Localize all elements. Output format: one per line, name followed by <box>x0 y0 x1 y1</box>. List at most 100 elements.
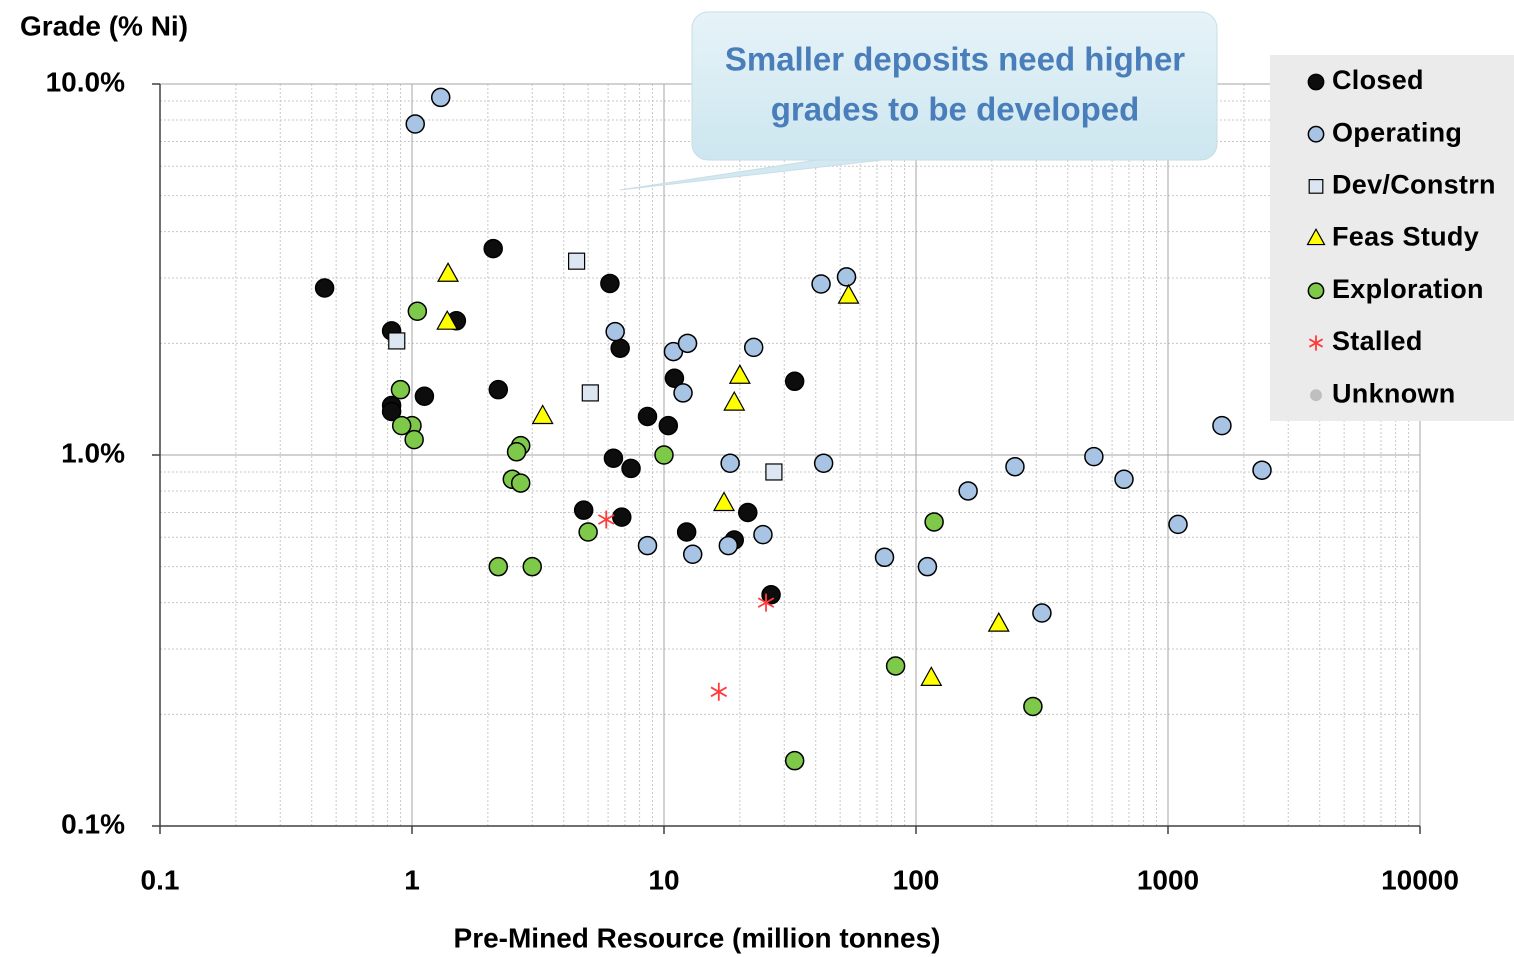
point <box>920 666 943 686</box>
y-axis-title: Grade (% Ni) <box>20 10 188 41</box>
legend-marker <box>1310 389 1322 402</box>
x-tick-label: 1000 <box>1137 864 1199 895</box>
callout-text: grades to be developed <box>771 91 1140 128</box>
point <box>610 338 630 358</box>
point <box>784 371 805 392</box>
callout: Smaller deposits need higher grades to b… <box>619 11 1218 191</box>
point <box>1168 514 1188 535</box>
point <box>407 301 428 322</box>
point <box>718 535 739 556</box>
point <box>531 404 554 425</box>
legend-marker <box>1307 282 1325 300</box>
point <box>436 309 459 330</box>
point <box>437 262 460 282</box>
point <box>658 415 679 436</box>
point <box>1212 415 1232 436</box>
point <box>568 252 586 270</box>
point <box>664 368 685 389</box>
point <box>728 364 751 384</box>
x-tick-label: 0.1 <box>141 864 180 895</box>
point <box>578 522 598 542</box>
point <box>506 442 527 462</box>
point <box>603 448 624 469</box>
grid: 0.1 1 10 100 1000 10000 10.0% 1.0% 0.1% <box>46 66 1459 895</box>
point <box>600 273 620 294</box>
point <box>837 283 860 304</box>
legend-label: Exploration <box>1332 274 1484 304</box>
point <box>813 453 834 474</box>
point <box>885 656 906 676</box>
point <box>712 491 736 512</box>
point <box>1005 456 1025 477</box>
point <box>743 337 764 358</box>
point <box>314 278 335 298</box>
legend-marker <box>1306 228 1326 246</box>
point <box>836 267 857 287</box>
callout-text: Smaller deposits need higher <box>725 41 1185 78</box>
point <box>404 429 424 450</box>
point <box>924 512 944 532</box>
point <box>488 556 509 577</box>
x-tick-label: 10000 <box>1381 864 1459 895</box>
point <box>677 333 698 354</box>
point <box>598 510 615 529</box>
point <box>757 593 775 612</box>
point <box>414 386 435 406</box>
point <box>753 524 773 545</box>
point <box>522 556 542 577</box>
point <box>784 750 805 771</box>
point <box>987 611 1010 632</box>
point <box>1114 469 1134 490</box>
point <box>1023 696 1043 717</box>
point <box>682 544 703 565</box>
point <box>637 535 658 556</box>
x-axis-title: Pre-Mined Resource (million tonnes) <box>454 922 941 953</box>
x-tick-label: 100 <box>893 864 940 895</box>
point <box>811 274 831 294</box>
point <box>637 406 658 427</box>
point <box>958 481 978 501</box>
legend-label: Stalled <box>1332 326 1423 356</box>
point <box>765 463 783 481</box>
point <box>405 114 425 134</box>
legend-label: Operating <box>1332 117 1462 147</box>
point <box>605 321 625 342</box>
callout-tail <box>619 157 901 191</box>
point <box>621 458 641 479</box>
legend-marker <box>1307 125 1325 143</box>
point <box>581 384 599 402</box>
point <box>612 507 632 527</box>
point <box>573 500 594 520</box>
point <box>1252 460 1272 480</box>
legend-marker <box>1307 73 1325 91</box>
legend-marker <box>1308 335 1324 351</box>
y-tick-label: 1.0% <box>61 437 125 468</box>
point <box>738 502 758 523</box>
point <box>676 522 697 542</box>
point <box>430 87 451 108</box>
point <box>654 445 674 465</box>
point <box>488 379 509 400</box>
y-tick-label: 0.1% <box>61 808 125 839</box>
x-tick-label: 1 <box>404 864 420 895</box>
point <box>381 401 402 422</box>
point <box>483 238 503 259</box>
point <box>1032 603 1052 623</box>
legend-marker <box>1308 179 1324 194</box>
legend-label: Dev/Constrn <box>1332 170 1496 200</box>
point <box>720 453 740 474</box>
legend-label: Feas Study <box>1332 222 1479 252</box>
legend-label: Unknown <box>1332 378 1456 408</box>
point <box>388 332 406 350</box>
point <box>390 379 411 400</box>
marks <box>314 87 1272 771</box>
callout-box <box>691 11 1218 161</box>
point <box>391 415 412 436</box>
point <box>510 473 531 493</box>
point <box>917 556 938 577</box>
point <box>723 390 746 411</box>
x-tick-label: 10 <box>648 864 679 895</box>
point <box>874 547 895 568</box>
legend: Closed Operating Dev/Constrn Feas Study Expl… <box>1306 65 1496 408</box>
